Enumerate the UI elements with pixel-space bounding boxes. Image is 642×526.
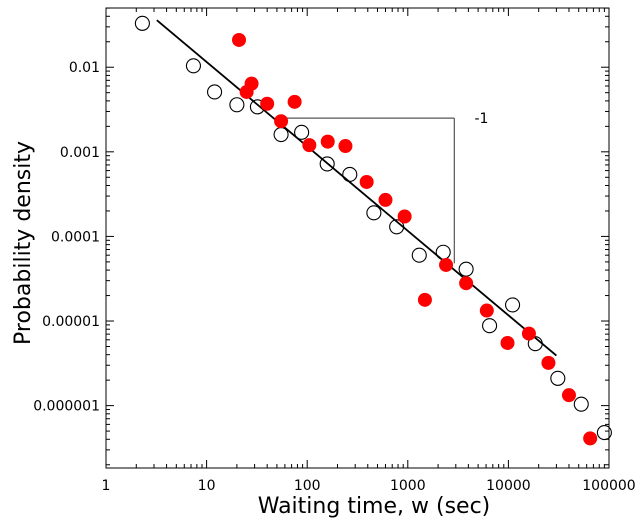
open-circle-data-point [458,261,474,277]
open-circle-data-point [134,15,150,31]
open-circle-data-point [411,247,427,263]
open-circle-data-point [342,166,358,183]
red-filled-data-point [521,326,536,341]
x-axis-title: Waiting time, w (sec) [258,494,491,519]
plot-frame [105,7,610,469]
red-filled-data-point [320,134,335,149]
open-circle-data-point [482,318,498,334]
red-filled-data-point [561,388,576,403]
red-filled-data-point [302,138,317,153]
open-circle-data-point [294,124,310,140]
red-filled-data-point [500,335,515,350]
open-circle-data-point [573,396,589,412]
red-filled-data-point [459,276,474,291]
x-tick-label: 10000 [486,478,531,494]
open-circle-data-point [366,205,382,221]
y-tick-label: 0.001 [60,145,100,161]
x-tick-label: 1000 [390,478,426,494]
x-tick-label: 100000 [582,478,635,494]
red-filled-data-point [338,139,353,154]
open-circle-data-point [505,297,521,313]
open-circle-data-point [435,244,451,260]
red-filled-data-point [274,114,289,129]
open-circle-data-point [273,127,289,143]
open-circle-data-point [207,84,223,100]
open-circle-data-point [229,97,245,113]
red-filled-data-point [541,355,556,370]
open-circle-data-point [319,156,335,172]
plot-area: 1 10 100 1000 10000 100000 0.01 0.001 0.0001 0.00… [33,7,636,494]
x-tick-label: 10 [198,478,216,494]
slope-label: -1 [474,111,488,127]
y-tick-label: 0.00001 [42,314,100,330]
x-tick-label: 100 [294,478,321,494]
red-filled-data-point [583,431,598,446]
red-filled-data-point [417,292,432,307]
red-filled-data-point [260,96,275,111]
y-tick-label: 0.000001 [33,399,100,415]
open-circle-data-point [550,370,566,386]
red-filled-data-point [287,94,302,109]
red-filled-data-point [378,192,393,207]
red-filled-data-point [359,174,374,189]
open-circle-data-point [527,336,543,352]
red-filled-data-point [397,209,412,224]
y-axis-title: Probability density [11,141,36,345]
red-filled-data-point [479,303,494,318]
power-law-fit-line [156,19,557,357]
x-tick-label: 1 [102,478,111,494]
red-filled-data-point [244,76,259,91]
open-circle-data-point [389,219,405,235]
red-filled-data-point [439,257,454,272]
y-tick-label: 0.0001 [51,229,100,245]
open-circle-data-point [185,58,201,74]
open-circle-data-point [596,425,612,441]
red-filled-data-point [232,32,247,47]
y-tick-label: 0.01 [69,60,100,76]
